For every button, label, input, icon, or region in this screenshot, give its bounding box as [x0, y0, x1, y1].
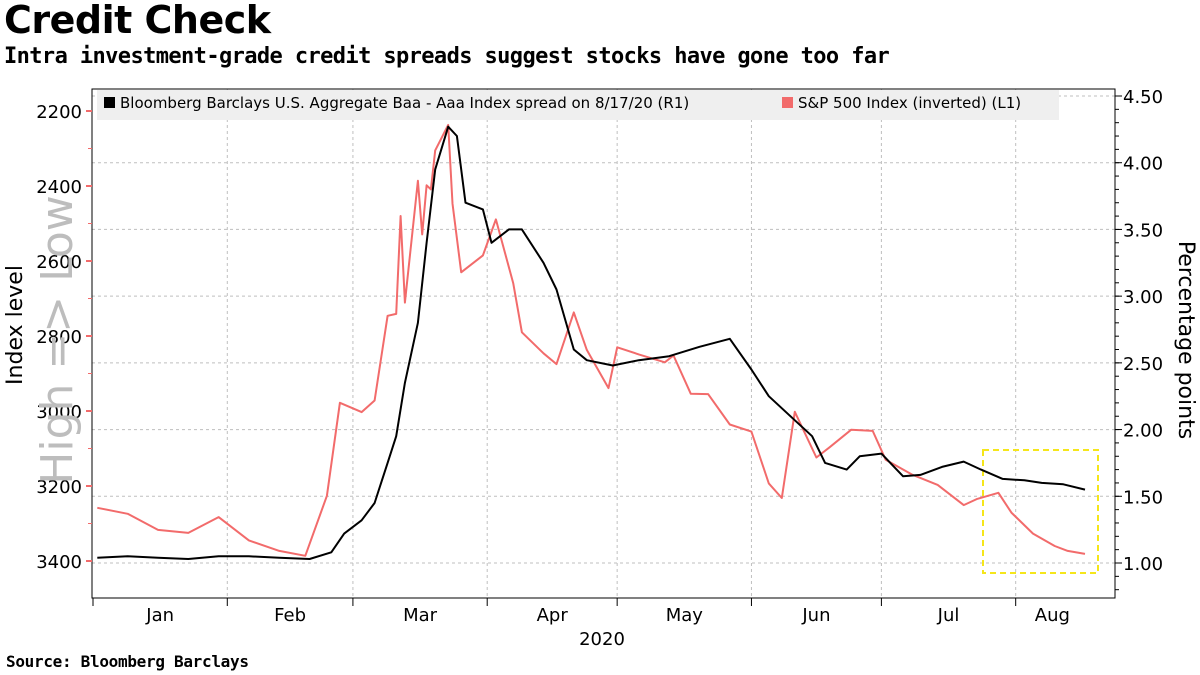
gridlines: [92, 89, 1115, 598]
x-axis-tick-label: Aug: [1035, 605, 1070, 626]
legend-background: [97, 90, 1059, 120]
x-axis-tick-label: Feb: [274, 605, 306, 626]
right-axis-tick-label: 3.00: [1123, 287, 1163, 308]
plot-frame: [91, 88, 1116, 599]
left-axis-tick-label: 2600: [36, 252, 82, 273]
legend-label-spread: Bloomberg Barclays U.S. Aggregate Baa - …: [120, 94, 689, 112]
x-axis-tick-label: Mar: [403, 605, 438, 626]
x-axis-tick-label: May: [666, 605, 704, 626]
left-axis-tick-label: 2400: [36, 177, 82, 198]
page-title: Credit Check: [4, 0, 271, 42]
right-axis-tick-label: 2.50: [1123, 354, 1163, 375]
left-axis-tick-label: 3400: [36, 552, 82, 573]
series-line-sp500: [97, 123, 1086, 557]
page-subtitle: Intra investment-grade credit spreads su…: [4, 44, 890, 69]
x-axis-tick-label: Jun: [801, 605, 830, 626]
series-line-spread: [97, 125, 1086, 560]
x-axis-tick-label: Jul: [937, 605, 960, 626]
left-axis-tick-label: 2800: [36, 327, 82, 348]
right-axis-label: Percentage points: [1173, 241, 1198, 439]
right-axis-tick-label: 3.50: [1123, 220, 1163, 241]
right-axis-tick-label: 4.00: [1123, 154, 1163, 175]
right-axis: 4.50 4.00 3.50 3.00 2.50 2.00 1.50 1.00: [1115, 87, 1163, 591]
legend-swatch-sp500: [782, 97, 793, 108]
right-axis-tick-label: 2.00: [1123, 421, 1163, 442]
left-axis-tick-label: 3200: [36, 477, 82, 498]
left-axis-label: Index level: [3, 265, 28, 385]
left-axis: 2200 2400 2600 2800 3000 3200 3400: [36, 102, 92, 573]
x-year-label: 2020: [579, 629, 625, 650]
right-axis-tick-label: 1.00: [1123, 554, 1163, 575]
left-axis-tick-label: 3000: [36, 402, 82, 423]
high-low-watermark: High => Low: [32, 195, 83, 484]
legend-label-sp500: S&P 500 Index (inverted) (L1): [798, 94, 1021, 112]
x-axis: Jan Feb Mar Apr May Jun Jul Aug: [92, 598, 1070, 626]
x-axis-tick-label: Apr: [537, 605, 569, 626]
source-note: Source: Bloomberg Barclays: [6, 652, 249, 671]
highlight-box: [982, 449, 1099, 574]
left-axis-tick-label: 2200: [36, 102, 82, 123]
legend-swatch-spread: [104, 97, 115, 108]
x-axis-tick-label: Jan: [145, 605, 174, 626]
series-layer: [97, 123, 1086, 560]
right-axis-tick-label: 1.50: [1123, 487, 1163, 508]
legend: Bloomberg Barclays U.S. Aggregate Baa - …: [97, 90, 1059, 120]
right-axis-tick-label: 4.50: [1123, 87, 1163, 108]
